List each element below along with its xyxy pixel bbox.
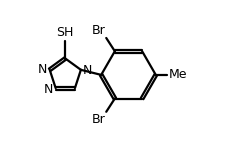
Text: Br: Br — [91, 113, 105, 126]
Text: Br: Br — [91, 24, 105, 37]
Text: N: N — [44, 83, 53, 96]
Text: N: N — [38, 63, 47, 76]
Text: SH: SH — [56, 26, 74, 39]
Text: Me: Me — [167, 68, 186, 81]
Text: N: N — [82, 64, 92, 77]
